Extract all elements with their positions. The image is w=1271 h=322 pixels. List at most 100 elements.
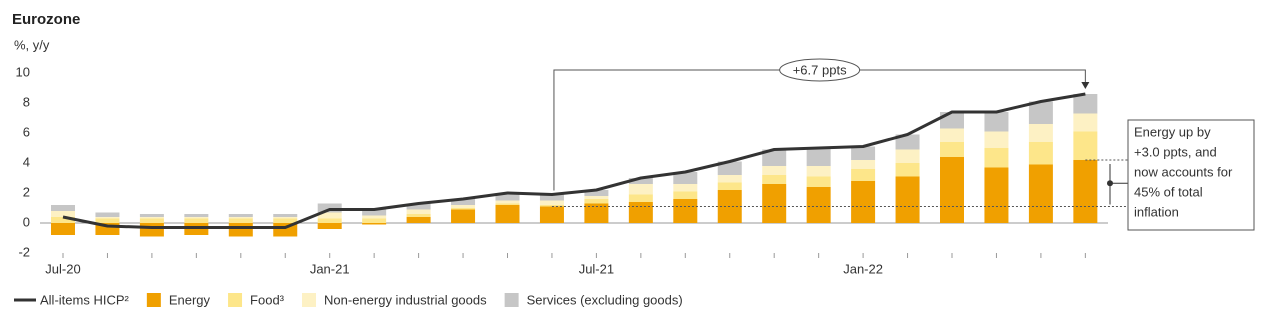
bar-segment [51, 223, 75, 235]
bar-segment [673, 191, 698, 199]
bar-segment [673, 172, 698, 184]
bar-segment [1073, 94, 1098, 114]
note-line: now accounts for [1134, 164, 1233, 179]
bar-segment [806, 187, 831, 223]
legend-label: Non-energy industrial goods [324, 292, 487, 307]
bracket-label: +6.7 ppts [793, 62, 847, 77]
bar-segment [228, 223, 253, 237]
bar-segment [406, 217, 431, 223]
bar-segment [584, 196, 609, 199]
bar-segment [673, 184, 698, 192]
bar-segment [317, 212, 342, 219]
bar-segment [451, 205, 476, 208]
x-tick-label: Jan-22 [843, 261, 883, 276]
bar-segment [940, 112, 964, 129]
bar-segment [851, 160, 876, 169]
bar-segment [717, 182, 742, 190]
bar-segment [762, 149, 787, 166]
legend-swatch [302, 293, 317, 307]
bar-segment [95, 217, 120, 219]
x-tick-label: Jan-21 [310, 261, 350, 276]
bar-segment [806, 176, 831, 187]
y-tick-label: 6 [23, 124, 30, 139]
bar-segment [51, 217, 75, 223]
legend-label: All-items HICP² [40, 292, 130, 307]
bar-segment [406, 214, 431, 217]
bar-segment [895, 149, 920, 163]
bracket-label-box [779, 58, 861, 82]
bar-segment [1028, 124, 1053, 142]
legend-label: Services (excluding goods) [527, 292, 683, 307]
bar-segment [51, 211, 75, 217]
y-tick-label: 0 [23, 214, 30, 229]
bar-segment [362, 223, 387, 225]
y-tick-label: 2 [23, 184, 30, 199]
bar-segment [1073, 113, 1098, 132]
bar-segment [628, 194, 653, 202]
bar-segment [95, 212, 120, 217]
bar-segment [762, 184, 787, 223]
bar-segment [851, 181, 876, 223]
bar-segment [139, 223, 164, 237]
bar-segment [762, 175, 787, 184]
bar-segment [95, 218, 120, 223]
bar-segment [1073, 131, 1098, 160]
bar-segment [362, 218, 387, 223]
bar-segment [539, 200, 564, 205]
chart-title: Eurozone [12, 11, 80, 28]
bar-segment [139, 214, 164, 217]
bar-segment [451, 208, 476, 210]
y-tick-label: 10 [16, 64, 30, 79]
x-tick-label: Jul-20 [45, 261, 80, 276]
bar-segment [984, 131, 1009, 148]
bar-segment [895, 176, 920, 223]
bar-segment [406, 209, 431, 214]
bar-segment [984, 148, 1009, 168]
bar-segment [228, 217, 253, 219]
note-line: 45% of total [1134, 184, 1203, 199]
bar-segment [584, 199, 609, 204]
x-tick-label: Jul-21 [579, 261, 614, 276]
bar-segment [495, 193, 520, 201]
bar-segment [228, 218, 253, 223]
legend-label: Energy [169, 292, 211, 307]
bar-segment [940, 142, 964, 157]
bar-segment [1028, 164, 1053, 223]
bar-segment [51, 205, 75, 211]
bar-segment [984, 112, 1009, 132]
bar-segment [895, 163, 920, 177]
note-box [1127, 119, 1255, 231]
bar-segment [717, 161, 742, 175]
bar-segment [184, 214, 209, 217]
bar-segment [406, 203, 431, 210]
bar-segment [717, 175, 742, 183]
bar-segment [317, 223, 342, 229]
bar-segment [940, 157, 964, 223]
bar-segment [539, 206, 564, 223]
bar-segment [495, 200, 520, 204]
legend-label: Food³ [250, 292, 285, 307]
legend-swatch [146, 293, 161, 307]
bar-segment [895, 134, 920, 150]
y-tick-label: -2 [18, 244, 30, 259]
bar-segment [362, 215, 387, 219]
bar-segment [984, 167, 1009, 223]
bar-segment [451, 209, 476, 223]
note-line: Energy up by [1134, 124, 1211, 139]
legend-swatch [504, 293, 519, 307]
bar-segment [1028, 142, 1053, 165]
bar-segment [495, 203, 520, 205]
bar-segment [139, 217, 164, 219]
note-line: +3.0 ppts, and [1134, 144, 1217, 159]
bar-segment [940, 128, 964, 142]
bar-segment [184, 217, 209, 219]
bar-segment [851, 146, 876, 160]
bar-segment [806, 166, 831, 177]
bar-segment [673, 199, 698, 223]
bar-segment [584, 190, 609, 196]
bar-segment [228, 214, 253, 217]
y-tick-label: 4 [23, 154, 30, 169]
bar-segment [273, 214, 298, 217]
y-axis-label: %, y/y [14, 37, 50, 52]
